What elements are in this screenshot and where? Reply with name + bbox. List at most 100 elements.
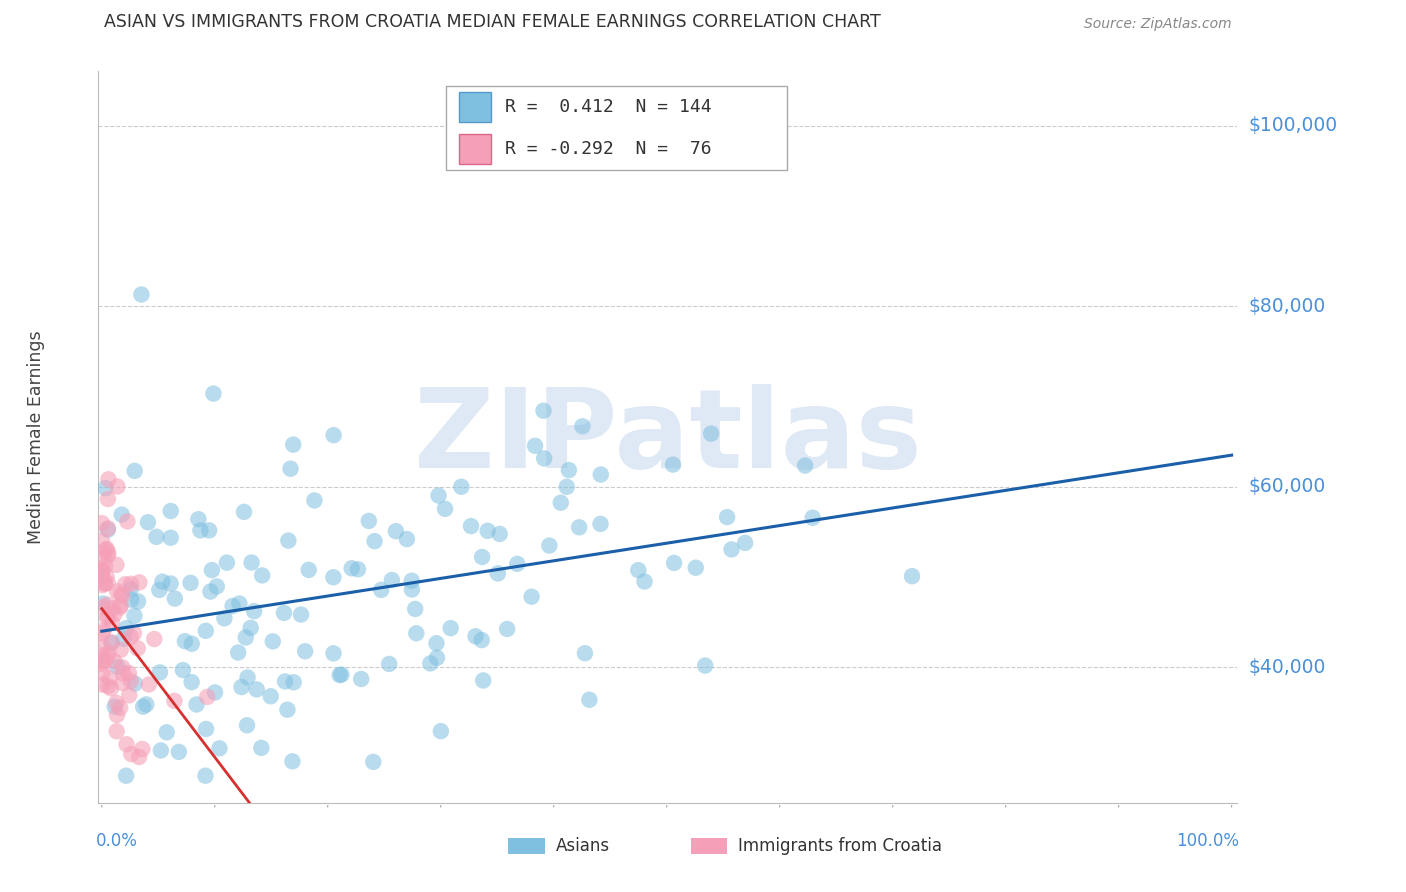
Point xyxy=(340,561,363,575)
Point xyxy=(430,724,453,739)
Point xyxy=(202,386,225,401)
Point xyxy=(105,724,128,739)
Point xyxy=(115,769,138,783)
Point xyxy=(91,678,114,692)
Point xyxy=(347,562,370,576)
Text: $60,000: $60,000 xyxy=(1249,477,1326,496)
Point xyxy=(277,533,299,548)
Point xyxy=(91,597,114,611)
Point xyxy=(662,556,685,570)
Point xyxy=(276,703,298,717)
Point xyxy=(120,592,142,607)
Point xyxy=(120,630,142,644)
Point xyxy=(101,601,124,615)
Point xyxy=(117,515,139,529)
Point xyxy=(97,523,120,537)
Point xyxy=(298,563,321,577)
Point xyxy=(97,472,120,486)
Point xyxy=(361,755,384,769)
Point xyxy=(156,725,179,739)
Point xyxy=(128,575,150,590)
Point xyxy=(720,542,742,557)
Point xyxy=(148,582,170,597)
Point xyxy=(627,563,650,577)
Point xyxy=(200,584,222,599)
Point xyxy=(322,570,344,584)
Text: 0.0%: 0.0% xyxy=(96,832,138,850)
Point xyxy=(120,747,142,761)
Point xyxy=(533,403,555,417)
Point xyxy=(97,598,120,612)
Point xyxy=(558,463,581,477)
Point xyxy=(221,599,243,613)
Point xyxy=(172,663,194,677)
Point xyxy=(105,708,128,723)
Point xyxy=(149,665,172,680)
Bar xyxy=(460,134,491,164)
Point xyxy=(118,666,141,681)
Point xyxy=(260,690,283,704)
Text: ZIPatlas: ZIPatlas xyxy=(413,384,922,491)
Point xyxy=(97,679,120,693)
Point xyxy=(124,608,146,623)
Point xyxy=(357,514,380,528)
Point xyxy=(426,650,449,665)
Point xyxy=(91,665,114,680)
Point xyxy=(401,574,423,588)
Point xyxy=(294,644,316,658)
Point xyxy=(240,556,263,570)
Point xyxy=(246,682,269,697)
Point xyxy=(425,636,447,650)
Point xyxy=(124,464,146,478)
Point xyxy=(107,660,129,674)
Point xyxy=(131,742,153,756)
Text: Source: ZipAtlas.com: Source: ZipAtlas.com xyxy=(1084,17,1232,31)
Point xyxy=(685,560,707,574)
Point xyxy=(91,550,114,565)
Point xyxy=(152,574,174,589)
Text: $80,000: $80,000 xyxy=(1249,297,1326,316)
Point xyxy=(330,667,353,681)
Point xyxy=(91,571,114,585)
Point xyxy=(427,489,450,503)
Point xyxy=(111,676,134,690)
Point xyxy=(100,636,122,650)
Point xyxy=(96,650,118,665)
Point xyxy=(110,599,132,613)
Point xyxy=(108,600,131,615)
Point xyxy=(105,479,128,493)
Bar xyxy=(509,838,546,854)
Point xyxy=(450,480,472,494)
Point xyxy=(97,549,120,563)
Point xyxy=(110,642,132,657)
Point xyxy=(363,534,385,549)
Point xyxy=(136,516,159,530)
Point xyxy=(128,750,150,764)
Point xyxy=(486,566,509,581)
Point xyxy=(471,549,494,564)
Point xyxy=(236,718,259,732)
Point xyxy=(91,626,114,640)
Point xyxy=(159,504,181,518)
Point xyxy=(401,582,423,597)
Point xyxy=(794,458,817,473)
Text: R = -0.292  N =  76: R = -0.292 N = 76 xyxy=(505,140,711,158)
Point xyxy=(143,632,166,646)
Point xyxy=(118,688,141,702)
Point xyxy=(105,584,128,599)
Point xyxy=(159,576,181,591)
Point xyxy=(734,536,756,550)
Point xyxy=(496,622,519,636)
Point xyxy=(228,597,250,611)
Point xyxy=(91,564,114,578)
Point xyxy=(190,524,212,538)
Point xyxy=(163,694,186,708)
Point xyxy=(215,556,238,570)
Point xyxy=(163,591,186,606)
Point xyxy=(104,607,127,621)
Point xyxy=(180,575,202,590)
Point xyxy=(322,428,344,442)
Point xyxy=(239,621,262,635)
Point xyxy=(100,635,122,649)
Point xyxy=(801,510,824,524)
